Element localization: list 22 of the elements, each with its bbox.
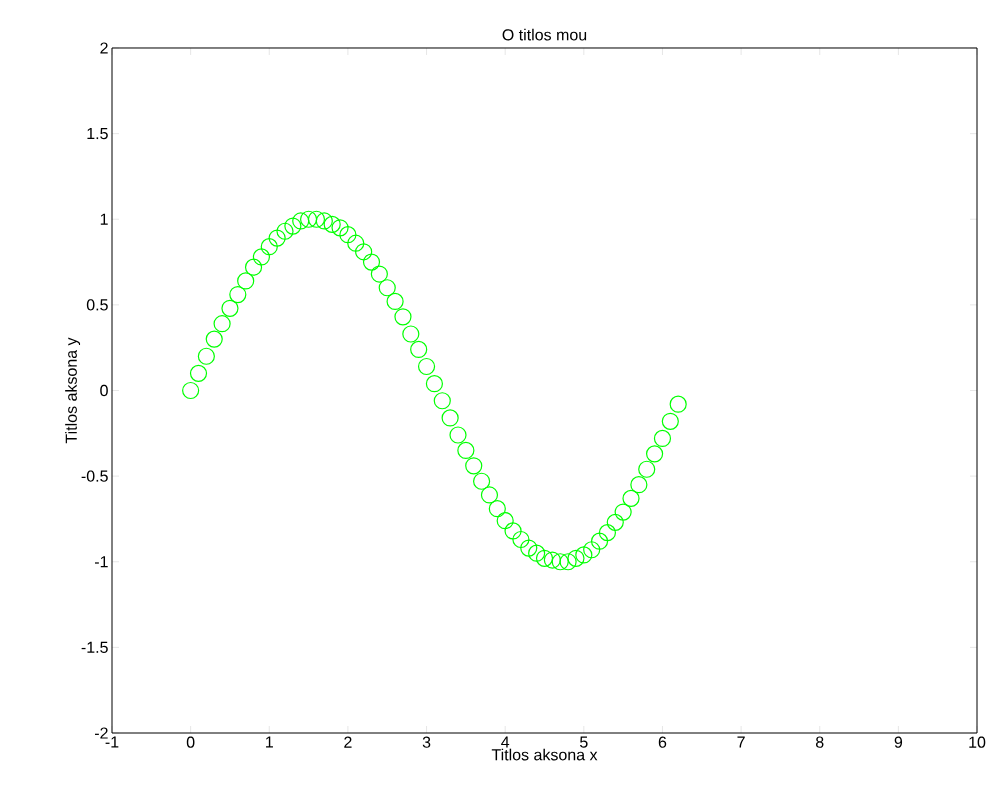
x-tick-label: 8 <box>815 736 824 748</box>
x-tick-label: 7 <box>737 736 745 748</box>
y-axis-title: Titlos aksona y <box>65 337 81 444</box>
y-tick-label: -0.5 <box>81 470 108 482</box>
x-tick-label: 4 <box>501 736 510 748</box>
x-tick-label: 6 <box>658 736 667 748</box>
x-tick-label: 1 <box>266 736 273 748</box>
chart-title: O titlos mou <box>502 28 587 41</box>
x-axis-title: Titlos aksona x <box>491 748 598 761</box>
y-tick-label: 1.5 <box>87 128 108 140</box>
x-tick-label: 2 <box>344 736 352 748</box>
y-tick-label: -1 <box>94 556 108 568</box>
y-tick-label: -1.5 <box>81 641 108 653</box>
x-tick-label: 5 <box>580 736 588 748</box>
x-tick-label: 0 <box>186 736 195 748</box>
y-tick-label: 0.5 <box>86 299 108 311</box>
y-tick-label: 2 <box>100 42 108 54</box>
x-tick-label: 3 <box>422 736 431 748</box>
y-tick-label: 0 <box>100 384 108 397</box>
x-tick-label: 9 <box>894 736 903 748</box>
y-tick-label: 1 <box>100 213 108 225</box>
x-tick-label: 10 <box>969 736 986 748</box>
